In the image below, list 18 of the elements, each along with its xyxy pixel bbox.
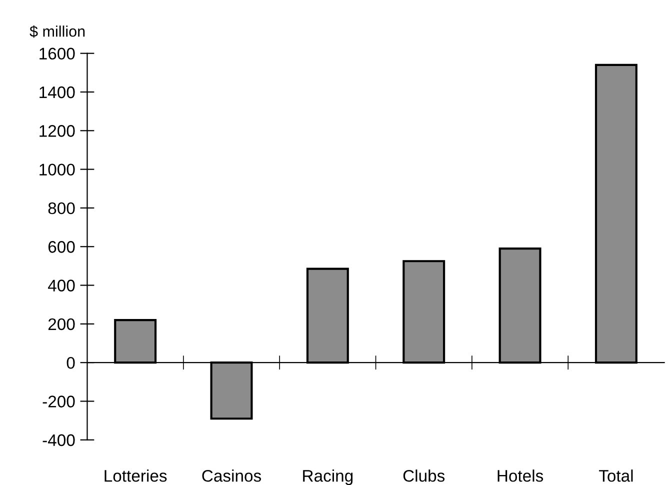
y-tick-label: 1200 (40, 125, 75, 137)
x-tick-label: Racing (303, 470, 353, 485)
x-tick-label: Hotels (498, 470, 544, 482)
y-tick-label: 200 (48, 318, 75, 330)
x-tick-label: Lotteries (104, 470, 167, 482)
y-tick-label: 0 (66, 356, 75, 369)
y-tick-label: -400 (42, 434, 75, 446)
y-tick-label: 800 (48, 202, 75, 214)
y-tick-label: 600 (48, 241, 75, 253)
y-tick-label: -200 (42, 396, 75, 408)
x-tick-label: Total (598, 470, 633, 482)
y-axis-title: $ million (30, 25, 85, 38)
y-tick-label: 1000 (40, 164, 75, 176)
y-tick-label: 400 (48, 280, 75, 292)
x-tick-label: Clubs (403, 470, 445, 482)
x-tick-label: Casinos (202, 470, 261, 482)
y-tick-label: 1600 (40, 48, 75, 60)
y-tick-label: 1400 (40, 86, 75, 98)
